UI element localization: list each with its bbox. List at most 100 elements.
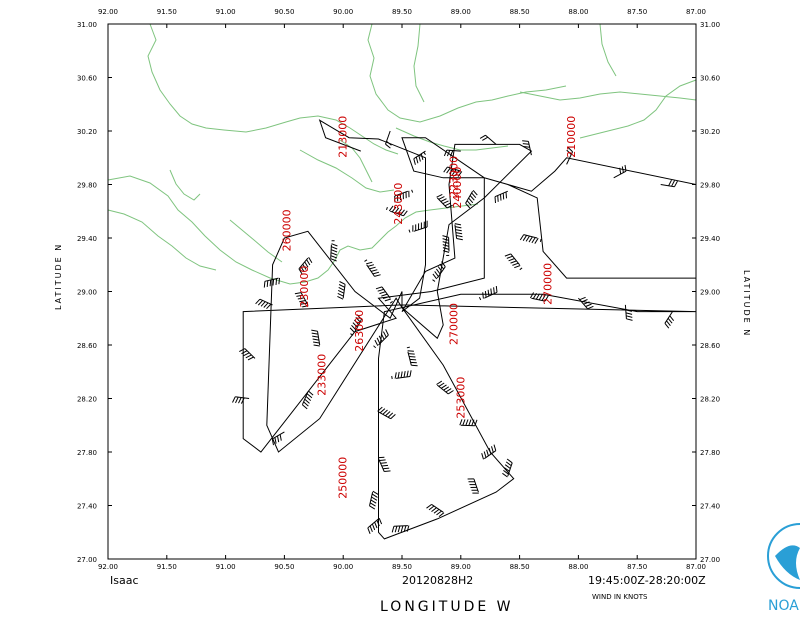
- coastline-segment-10: [339, 139, 373, 183]
- wind-barb-14: [442, 235, 450, 256]
- wind-barb-24: [337, 281, 346, 300]
- x-tick-bottom-3: 90.50: [274, 563, 294, 571]
- time-label-2: 223000: [447, 156, 460, 198]
- x-tick-bottom-0: 92.00: [98, 563, 118, 571]
- wind-barb-20: [298, 257, 313, 275]
- coastline: [107, 23, 697, 285]
- wind-barb-46: [529, 292, 549, 302]
- coastline-segment-8: [169, 169, 201, 201]
- wind-barb-52: [375, 286, 393, 304]
- wind-barb-39: [301, 390, 314, 410]
- wind-barb-3: [479, 134, 497, 145]
- flight-track: [242, 119, 697, 540]
- wind-barb-19: [330, 240, 338, 262]
- wind-barb-2: [443, 149, 461, 157]
- x-tick-bottom-4: 90.00: [333, 563, 353, 571]
- time-label-9: 270000: [447, 303, 460, 345]
- wind-barb-4: [522, 140, 532, 156]
- wind-barb-11: [494, 190, 508, 204]
- wind-barb-44: [349, 314, 362, 336]
- wind-barb-41: [232, 396, 250, 404]
- coastline-segment-0: [107, 175, 479, 285]
- coastline-segment-9: [229, 219, 283, 263]
- y-tick-right-0: 31.00: [700, 21, 720, 29]
- wind-barb-47: [578, 296, 594, 310]
- wind-barb-15: [432, 261, 446, 282]
- coastline-segment-12: [599, 23, 617, 77]
- y-tick-left-9: 27.40: [77, 503, 97, 511]
- wind-barb-26: [391, 370, 412, 380]
- wind-barb-45: [478, 285, 498, 301]
- y-axis-title-left: LATITUDE N: [54, 243, 63, 310]
- y-tick-right-6: 28.60: [700, 342, 720, 350]
- wind-barb-13: [504, 253, 523, 271]
- y-axis-title-right: LATITUDE N: [742, 270, 751, 337]
- coastline-segment-11: [413, 23, 425, 103]
- wind-barb-1: [413, 150, 426, 165]
- coastline-segment-3: [299, 149, 395, 193]
- wind-barb-5: [566, 147, 574, 165]
- wind-barb-16: [408, 220, 428, 233]
- x-tick-top-1: 91.50: [157, 8, 177, 16]
- wind-barb-18: [364, 259, 381, 277]
- flight-id: 20120828H2: [402, 574, 473, 587]
- time-label-5: 260000: [280, 209, 293, 251]
- wind-barb-34: [502, 458, 513, 478]
- y-tick-right-9: 27.40: [700, 503, 720, 511]
- x-tick-top-0: 92.00: [98, 8, 118, 16]
- wind-units: WIND IN KNOTS: [592, 593, 648, 601]
- wind-barb-8: [436, 193, 453, 209]
- wind-barb-9: [454, 223, 463, 241]
- wind-barb-50: [394, 189, 414, 203]
- time-label-10: 233000: [316, 354, 329, 396]
- x-tick-top-2: 91.00: [216, 8, 236, 16]
- y-tick-left-2: 30.20: [77, 128, 97, 136]
- wind-barb-7: [660, 179, 678, 188]
- wind-barb-31: [391, 525, 410, 533]
- x-tick-bottom-2: 91.00: [216, 563, 236, 571]
- coastline-segment-7: [395, 127, 509, 151]
- y-tick-left-8: 27.80: [77, 449, 97, 457]
- y-tick-right-8: 27.80: [700, 449, 720, 457]
- wind-barb-48: [624, 304, 633, 321]
- x-tick-top-7: 88.50: [510, 8, 530, 16]
- wind-barb-6: [613, 164, 627, 179]
- wind-barb-27: [377, 406, 396, 420]
- wind-barb-37: [436, 380, 454, 395]
- y-tick-left-3: 29.80: [77, 182, 97, 190]
- wind-barb-35: [481, 444, 497, 460]
- wind-barb-25: [373, 329, 389, 349]
- wind-barb-33: [467, 478, 479, 494]
- coastline-segment-1: [107, 209, 217, 271]
- y-tick-right-2: 30.20: [700, 128, 720, 136]
- wind-barb-29: [369, 490, 379, 510]
- wind-barb-38: [406, 346, 418, 367]
- time-label-0: 213000: [337, 116, 350, 158]
- y-tick-right-5: 29.00: [700, 289, 720, 297]
- latitude-ticks: 31.00 31.00 30.60 30.60 30.20 30.20 29.80 29.80…: [77, 21, 720, 564]
- x-tick-bottom-1: 91.50: [157, 563, 177, 571]
- storm-name: Isaac: [110, 574, 139, 587]
- track-line: [242, 119, 697, 540]
- wind-barb-12: [519, 234, 542, 244]
- coastline-segment-6: [579, 79, 697, 139]
- longitude-ticks: 92.00 92.00 91.50 91.50 91.00 91.00 90.50 90.50…: [98, 8, 706, 571]
- y-tick-right-3: 29.80: [700, 182, 720, 190]
- y-tick-left-7: 28.20: [77, 396, 97, 404]
- x-tick-top-4: 90.00: [333, 8, 353, 16]
- wind-barb-10: [465, 189, 478, 209]
- time-range: 19:45:00Z-28:20:00Z: [588, 574, 706, 587]
- noaa-logo-icon: [767, 523, 800, 589]
- wind-barb-51: [443, 166, 463, 177]
- x-tick-top-6: 89.00: [451, 8, 471, 16]
- y-tick-left-0: 31.00: [77, 21, 97, 29]
- coastline-segment-5: [519, 91, 697, 101]
- wind-barb-0: [385, 130, 392, 149]
- x-tick-bottom-9: 87.50: [627, 563, 647, 571]
- x-tick-bottom-5: 89.50: [392, 563, 412, 571]
- wind-barb-22: [255, 298, 273, 310]
- x-tick-top-9: 87.50: [627, 8, 647, 16]
- x-tick-top-5: 89.50: [392, 8, 412, 16]
- x-tick-bottom-6: 89.00: [451, 563, 471, 571]
- wind-barb-23: [294, 292, 309, 308]
